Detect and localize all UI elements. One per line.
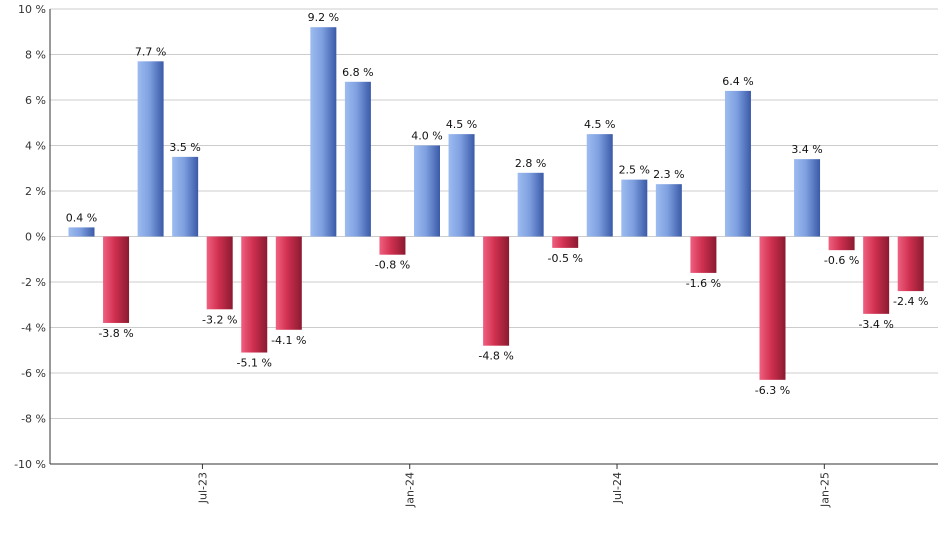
bar-data-label: 3.4 % bbox=[791, 143, 822, 156]
y-tick-label: 8 % bbox=[25, 49, 46, 62]
bar-negative[interactable] bbox=[552, 236, 579, 248]
axes: -10 % -8 % -6 % -4 % -2 % 0 % 2 % 4 % 6 % 8 % 10 %… bbox=[14, 3, 938, 508]
y-tick-label: 10 % bbox=[18, 3, 46, 16]
bar-data-label: -3.8 % bbox=[98, 327, 133, 340]
bar-positive[interactable] bbox=[172, 156, 199, 237]
bar-data-label: 2.5 % bbox=[619, 164, 650, 177]
bar-positive[interactable] bbox=[655, 184, 682, 237]
y-tick-label: -2 % bbox=[21, 276, 46, 289]
bar-negative[interactable] bbox=[483, 236, 510, 346]
bar-data-label: 9.2 % bbox=[308, 11, 339, 24]
bar-data-label: -1.6 % bbox=[686, 277, 721, 290]
bar-negative[interactable] bbox=[897, 236, 924, 292]
bar-data-label: 2.8 % bbox=[515, 157, 546, 170]
bar-data-label: 6.4 % bbox=[722, 75, 753, 88]
bar-negative[interactable] bbox=[828, 236, 855, 251]
bar-data-label: 0.4 % bbox=[66, 211, 97, 224]
x-tick-label: Jan-25 bbox=[818, 472, 831, 508]
x-tick-label: Jul-24 bbox=[611, 472, 624, 504]
bar-data-label: 2.3 % bbox=[653, 168, 684, 181]
x-tick-label: Jan-24 bbox=[404, 472, 417, 508]
bar-data-label: -3.2 % bbox=[202, 313, 237, 326]
y-tick-label: 2 % bbox=[25, 185, 46, 198]
bar-positive[interactable] bbox=[448, 134, 475, 237]
bar-positive[interactable] bbox=[621, 179, 648, 237]
bar-data-label: 7.7 % bbox=[135, 45, 166, 58]
bar-data-label: -0.8 % bbox=[375, 259, 410, 272]
bar-positive[interactable] bbox=[310, 27, 337, 237]
bar-positive[interactable] bbox=[586, 134, 613, 237]
bar-data-label: -4.8 % bbox=[478, 350, 513, 363]
y-tick-label: -10 % bbox=[14, 458, 46, 471]
bar-negative[interactable] bbox=[275, 236, 302, 330]
bar-positive[interactable] bbox=[794, 159, 821, 237]
bar-positive[interactable] bbox=[517, 172, 544, 237]
bar-positive[interactable] bbox=[137, 61, 164, 237]
bar-positive[interactable] bbox=[724, 90, 751, 237]
bar-data-label: -6.3 % bbox=[755, 384, 790, 397]
bar-data-label: -5.1 % bbox=[237, 357, 272, 370]
bar-positive[interactable] bbox=[414, 145, 440, 237]
bar-positive[interactable] bbox=[68, 227, 95, 237]
bar-data-label: 4.5 % bbox=[446, 118, 477, 131]
bar-negative[interactable] bbox=[759, 236, 786, 380]
data-labels: 0.4 % -3.8 % 7.7 % 3.5 % -3.2 % -5.1 % -4.1 % 9… bbox=[66, 11, 929, 397]
bar-data-label: 4.0 % bbox=[411, 130, 442, 143]
y-tick-label: -6 % bbox=[21, 367, 46, 380]
bar-data-label: -3.4 % bbox=[858, 318, 893, 331]
y-tick-label: 0 % bbox=[25, 231, 46, 244]
bar-data-label: -0.6 % bbox=[824, 254, 859, 267]
bar-data-label: 6.8 % bbox=[342, 66, 373, 79]
bar-data-label: -4.1 % bbox=[271, 334, 306, 347]
y-tick-label: -4 % bbox=[21, 322, 46, 335]
bar-negative[interactable] bbox=[206, 236, 233, 310]
bars bbox=[68, 27, 924, 380]
bar-negative[interactable] bbox=[863, 236, 890, 314]
bar-negative[interactable] bbox=[103, 236, 130, 323]
bar-data-label: 4.5 % bbox=[584, 118, 615, 131]
y-tick-label: -8 % bbox=[21, 413, 46, 426]
y-tick-label: 4 % bbox=[25, 140, 46, 153]
bar-positive[interactable] bbox=[344, 81, 371, 237]
y-tick-label: 6 % bbox=[25, 94, 46, 107]
bar-data-label: -2.4 % bbox=[893, 295, 928, 308]
bar-data-label: 3.5 % bbox=[169, 141, 200, 154]
bar-negative[interactable] bbox=[379, 236, 406, 255]
bar-negative[interactable] bbox=[241, 236, 268, 353]
bar-negative[interactable] bbox=[690, 236, 717, 273]
x-tick-label: Jul-23 bbox=[196, 472, 209, 504]
bar-data-label: -0.5 % bbox=[547, 252, 582, 265]
